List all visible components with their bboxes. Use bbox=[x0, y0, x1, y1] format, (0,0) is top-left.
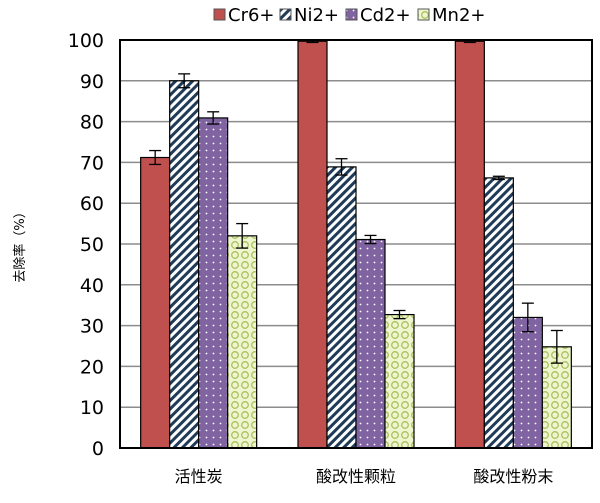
bar-cd2 bbox=[512, 316, 543, 449]
bar-cr6 bbox=[140, 156, 171, 449]
y-tick-label: 70 bbox=[80, 152, 104, 174]
y-tick-label: 90 bbox=[80, 71, 104, 93]
x-tick-labels: 活性炭 酸改性颗粒 酸改性粉末 bbox=[175, 467, 554, 486]
legend-swatch-cd2 bbox=[345, 8, 358, 21]
y-axis-label: 去除率（%） bbox=[12, 205, 28, 282]
bar-cd2 bbox=[355, 238, 386, 449]
x-tick-label: 酸改性颗粒 bbox=[316, 467, 396, 486]
legend-label: Cr6+ bbox=[228, 5, 275, 26]
bar-ni2 bbox=[483, 177, 514, 449]
y-tick-label: 40 bbox=[80, 275, 104, 297]
legend-label: Mn2+ bbox=[432, 5, 485, 26]
bar-mn2 bbox=[384, 313, 415, 449]
bar-ni2 bbox=[326, 166, 357, 449]
y-tick-labels: 0 10 20 30 40 50 60 70 80 90 100 bbox=[68, 30, 104, 460]
legend: Cr6+ Ni2+ Cd2+ Mn2+ bbox=[213, 5, 485, 26]
legend-swatch-ni2 bbox=[279, 8, 292, 21]
y-tick-label: 100 bbox=[68, 30, 104, 52]
y-tick-label: 60 bbox=[80, 193, 104, 215]
y-tick-label: 20 bbox=[80, 356, 104, 378]
bar-cd2 bbox=[198, 117, 229, 449]
y-tick-label: 80 bbox=[80, 112, 104, 134]
y-tick-label: 50 bbox=[80, 234, 104, 256]
plot-frame bbox=[119, 39, 593, 449]
legend-swatch-mn2 bbox=[417, 8, 430, 21]
bar-cr6 bbox=[297, 40, 328, 449]
x-tick-label: 活性炭 bbox=[175, 467, 223, 486]
bar-ni2 bbox=[169, 80, 200, 449]
legend-swatch-cr6 bbox=[213, 8, 226, 21]
bars bbox=[140, 39, 572, 449]
bar-cr6 bbox=[454, 40, 485, 449]
y-tick-label: 0 bbox=[92, 438, 104, 460]
legend-label: Cd2+ bbox=[360, 5, 411, 26]
legend-label: Ni2+ bbox=[294, 5, 339, 26]
y-tick-label: 30 bbox=[80, 316, 104, 338]
x-tick-label: 酸改性粉末 bbox=[473, 467, 553, 486]
y-tick-label: 10 bbox=[80, 397, 104, 419]
bar-mn2 bbox=[227, 235, 258, 449]
